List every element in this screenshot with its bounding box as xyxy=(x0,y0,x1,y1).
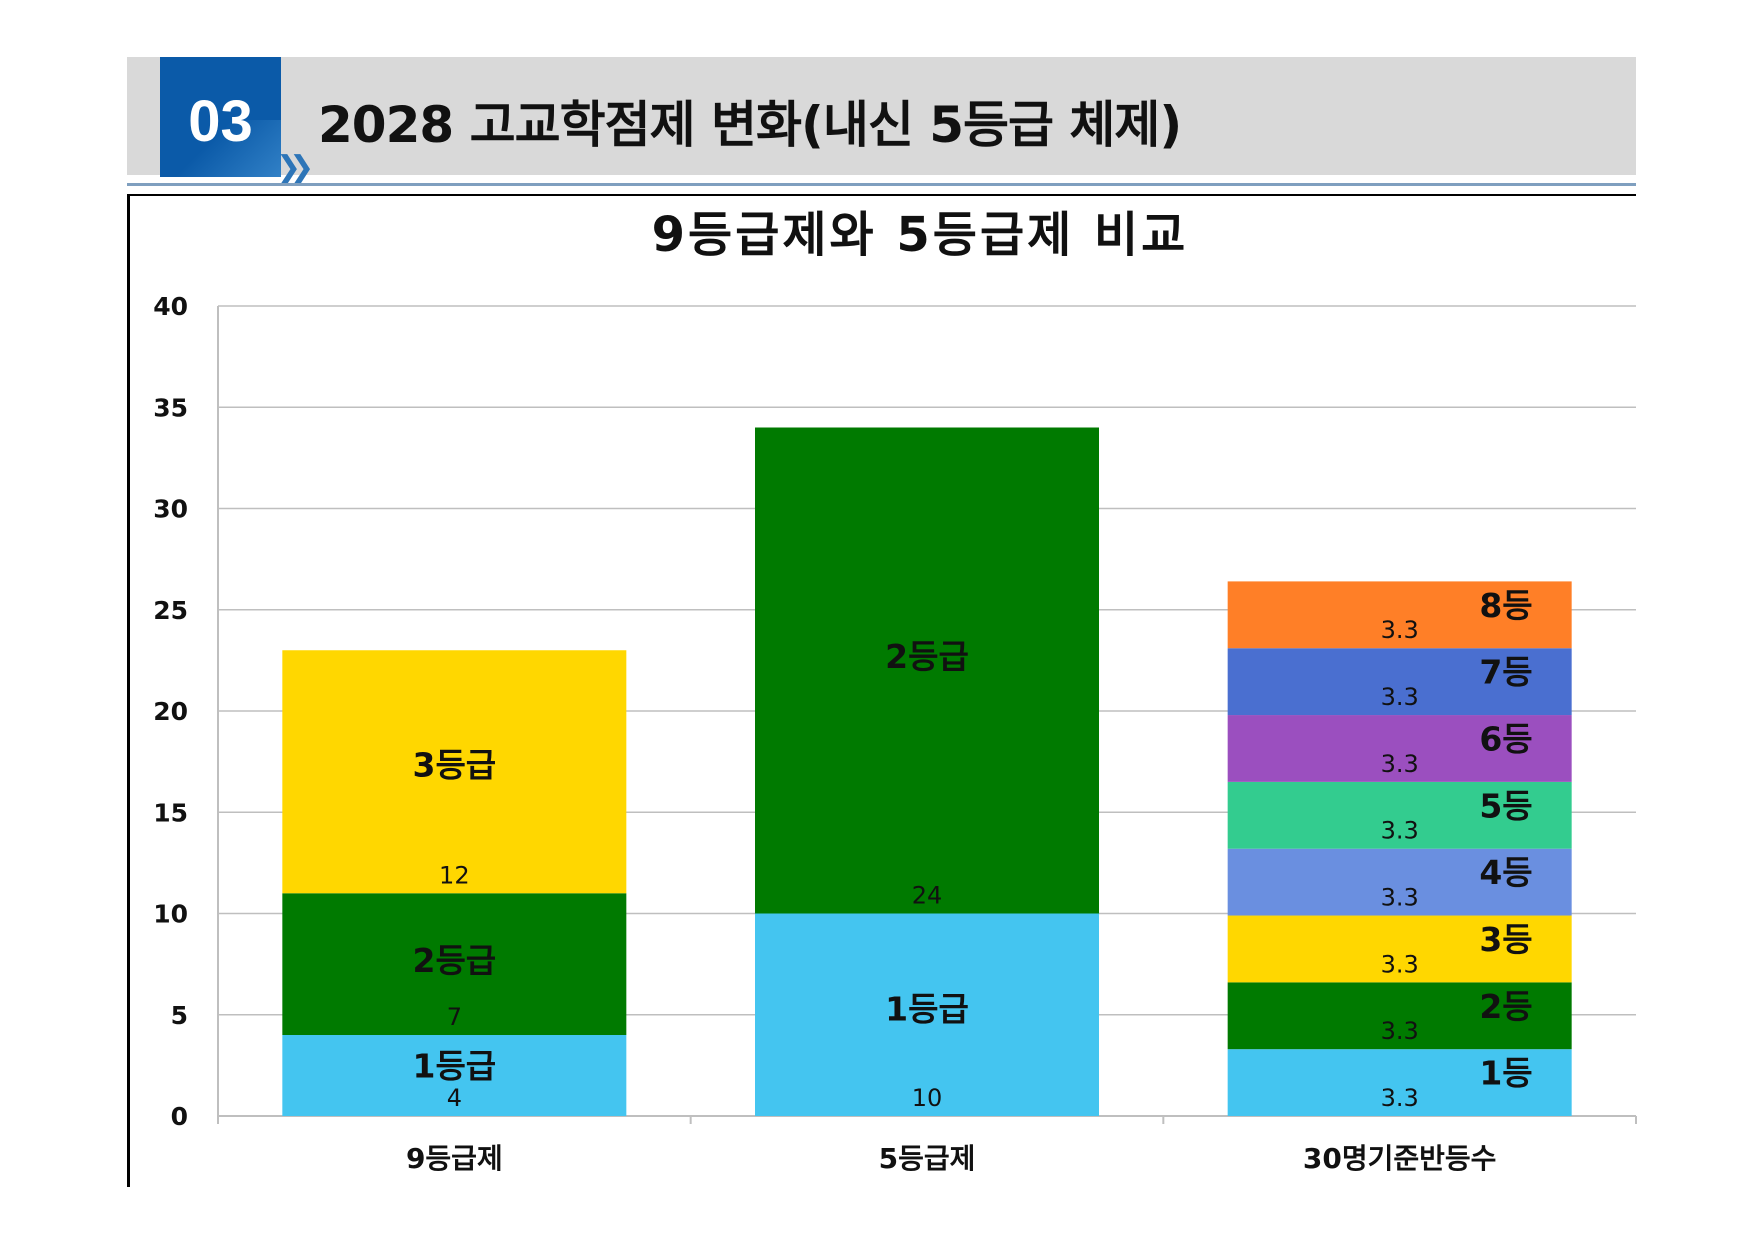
segment-name-label: 4등 xyxy=(1479,853,1532,892)
header-divider xyxy=(127,183,1636,186)
segment-name-label: 3등 xyxy=(1479,920,1532,959)
segment-name-label: 2등급 xyxy=(885,637,969,676)
y-tick-label: 5 xyxy=(171,1001,188,1030)
data-label: 3.3 xyxy=(1381,1084,1419,1112)
section-number: 03 xyxy=(188,88,253,154)
badge-shade xyxy=(160,120,281,177)
segment-name-label: 1등 xyxy=(1479,1054,1532,1093)
chart-frame-left xyxy=(127,194,130,1187)
data-label: 24 xyxy=(912,882,943,910)
y-tick-label: 35 xyxy=(153,393,188,422)
segment-name-label: 8등 xyxy=(1479,586,1532,625)
data-label: 3.3 xyxy=(1381,817,1419,845)
bar-segment xyxy=(1227,715,1572,782)
chart-title: 9등급제와 5등급제 비교 xyxy=(651,207,1189,263)
bar-segment xyxy=(755,427,1099,914)
section-badge xyxy=(160,57,281,177)
data-label: 7 xyxy=(447,1003,462,1031)
bar-segment xyxy=(1227,781,1572,849)
bar-segment xyxy=(1227,848,1572,916)
segment-name-label: 2등급 xyxy=(412,941,496,980)
header-band xyxy=(127,57,1636,175)
data-label: 3.3 xyxy=(1381,884,1419,912)
bar-segment xyxy=(282,650,627,894)
bar-segment xyxy=(1227,581,1572,649)
data-label: 12 xyxy=(439,861,470,889)
data-label: 10 xyxy=(912,1084,943,1112)
data-label: 3.3 xyxy=(1381,950,1419,978)
data-label: 3.3 xyxy=(1381,683,1419,711)
bar-segment xyxy=(282,1035,627,1116)
y-tick-label: 15 xyxy=(153,798,188,827)
segment-name-label: 1등급 xyxy=(885,990,969,1029)
bar-segment xyxy=(1227,1049,1572,1116)
bar-segment xyxy=(282,893,627,1035)
data-label: 4 xyxy=(447,1084,462,1112)
bar-segment xyxy=(1227,982,1572,1050)
page-title: 2028 고교학점제 변화(내신 5등급 체제) xyxy=(318,96,1182,154)
segment-name-label: 3등급 xyxy=(412,745,496,784)
y-tick-label: 25 xyxy=(153,596,188,625)
y-tick-label: 10 xyxy=(153,900,188,929)
bar-segment xyxy=(1227,648,1572,716)
y-tick-label: 30 xyxy=(153,495,188,524)
chart-frame-top xyxy=(127,194,1636,196)
segment-name-label: 6등 xyxy=(1479,719,1532,758)
segment-name-label: 5등 xyxy=(1479,786,1532,825)
segment-name-label: 7등 xyxy=(1479,653,1532,692)
segment-name-label: 1등급 xyxy=(412,1047,496,1086)
y-tick-label: 20 xyxy=(153,697,188,726)
x-tick-label: 9등급제 xyxy=(406,1142,503,1175)
bar-segment xyxy=(1227,915,1572,983)
y-tick-label: 0 xyxy=(171,1102,188,1131)
x-tick-label: 5등급제 xyxy=(879,1142,976,1175)
data-label: 3.3 xyxy=(1381,750,1419,778)
x-tick-label: 30명기준반등수 xyxy=(1303,1142,1497,1175)
data-label: 3.3 xyxy=(1381,1017,1419,1045)
data-label: 3.3 xyxy=(1381,616,1419,644)
y-tick-label: 40 xyxy=(153,292,188,321)
bar-segment xyxy=(755,913,1099,1116)
segment-name-label: 2등 xyxy=(1479,987,1532,1026)
